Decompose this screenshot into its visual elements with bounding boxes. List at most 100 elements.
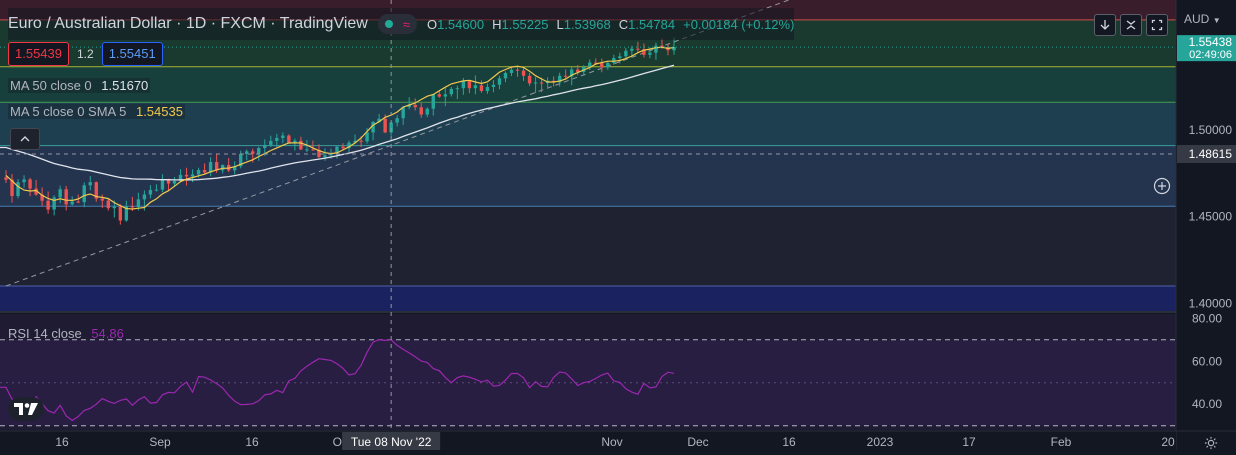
- candle-body: [473, 85, 478, 89]
- rsi-pane: [0, 314, 1176, 430]
- candle-body: [202, 170, 207, 173]
- candle-body: [576, 69, 580, 72]
- rsi-legend[interactable]: RSI 14 close 54.86: [8, 326, 124, 341]
- candle-body: [34, 188, 38, 195]
- candle-body: [28, 179, 32, 189]
- low-label: L: [556, 16, 564, 32]
- rsi-legend-value: 54.86: [91, 326, 124, 341]
- candle-body: [130, 206, 135, 208]
- trendline[interactable]: [5, 0, 812, 287]
- collapse-icon: [1126, 20, 1136, 30]
- time-tick-label: 16: [782, 435, 796, 449]
- candle-body: [654, 45, 658, 53]
- crosshair-price-tag: [1177, 145, 1236, 164]
- candle-body: [660, 45, 664, 48]
- currency-label: AUD: [1184, 12, 1210, 26]
- candle-body: [569, 69, 574, 77]
- move-pane-down-button[interactable]: [1094, 14, 1116, 36]
- chart-settings-button[interactable]: [1203, 436, 1219, 455]
- sell-button[interactable]: 1.55439: [8, 42, 69, 66]
- candle-body: [359, 140, 363, 142]
- candle-body: [630, 48, 634, 51]
- ma5-line: [5, 46, 675, 210]
- time-tick-label: Nov: [601, 435, 622, 449]
- ma50-legend[interactable]: MA 50 close 0 1.51670: [8, 78, 151, 93]
- candle-body: [311, 149, 315, 151]
- candle-body: [196, 170, 201, 175]
- symbol-title[interactable]: Euro / Australian Dollar · 1D · FXCM · T…: [8, 15, 368, 32]
- candle-body: [479, 85, 484, 91]
- time-tick-label: 20: [1161, 435, 1175, 449]
- price-axis[interactable]: 1.40000 1.45000 1.50000 40.00 60.00 80.00 1.55…: [1175, 0, 1236, 450]
- spread-value: 1.2: [77, 47, 94, 61]
- candle-body: [527, 75, 532, 84]
- open-label: O: [426, 16, 438, 32]
- candle-body: [341, 146, 345, 149]
- candle-body: [389, 122, 393, 133]
- candle-body: [636, 48, 640, 50]
- candle-body: [455, 88, 460, 90]
- candle-body: [190, 174, 195, 177]
- rsi-line: [0, 338, 675, 422]
- price-tick-label: 1.40000: [1189, 296, 1233, 310]
- tradingview-logo[interactable]: [8, 397, 44, 421]
- ma5-legend[interactable]: MA 5 close 0 SMA 5 1.54535: [8, 104, 185, 119]
- candle-body: [449, 88, 454, 95]
- gear-icon: [1204, 436, 1218, 450]
- time-axis-background: [0, 431, 1176, 450]
- candle-body: [214, 162, 219, 171]
- candle-body: [46, 200, 50, 210]
- candle-body: [672, 47, 676, 51]
- trendline-layer[interactable]: [5, 0, 812, 287]
- chart-header: Euro / Australian Dollar · 1D · FXCM · T…: [8, 8, 795, 40]
- candle-body: [425, 108, 429, 115]
- candle-body: [148, 189, 153, 195]
- time-tick-label: 16: [55, 435, 69, 449]
- collapse-pane-button[interactable]: [1120, 14, 1142, 36]
- market-status-pill[interactable]: ≈: [377, 14, 417, 34]
- candle-body: [166, 179, 171, 184]
- open-value: 1.54600: [437, 16, 485, 32]
- buy-button[interactable]: 1.55451: [101, 42, 163, 66]
- close-label: C: [618, 16, 629, 32]
- candle-body: [563, 75, 568, 77]
- candle-body: [124, 206, 129, 221]
- candle-body: [172, 180, 177, 184]
- candle-body: [275, 137, 279, 141]
- time-tick-label: 2023: [867, 435, 894, 449]
- price-axis-background: [1176, 0, 1236, 450]
- add-alert-button[interactable]: [1153, 177, 1171, 200]
- candle-body: [257, 148, 261, 154]
- ma50-line: [0, 64, 675, 181]
- candle-body: [100, 198, 104, 201]
- tradingview-logo-icon: [14, 403, 38, 415]
- candle-body: [305, 149, 309, 151]
- low-value: 1.53968: [563, 16, 611, 32]
- ma50-legend-value: 1.51670: [101, 78, 149, 93]
- candle-body: [16, 182, 20, 197]
- candle-body: [642, 49, 646, 55]
- rsi-tick-label: 80.00: [1192, 311, 1222, 325]
- collapse-legend-button[interactable]: [10, 128, 40, 150]
- currency-selector[interactable]: AUD ▼: [1184, 12, 1221, 26]
- candle-body: [82, 185, 86, 203]
- price-zones: [0, 0, 1176, 312]
- high-value: 1.55225: [501, 16, 549, 32]
- price-zone: [0, 66, 1176, 103]
- candle-body: [503, 72, 508, 79]
- candle-body: [251, 151, 255, 154]
- candle-body: [419, 107, 423, 115]
- maximize-pane-button[interactable]: [1146, 14, 1168, 36]
- trade-panel: 1.55439 1.2 1.55451: [8, 42, 163, 66]
- candle-body: [70, 201, 74, 205]
- last-price-tag[interactable]: [1177, 35, 1236, 62]
- candle-body: [624, 50, 628, 57]
- candle-body: [208, 162, 213, 173]
- price-tick-label: 1.50000: [1189, 123, 1233, 137]
- candle-body: [365, 132, 369, 142]
- candle-body: [612, 58, 616, 63]
- candle-body: [353, 140, 357, 143]
- candle-body: [10, 179, 14, 197]
